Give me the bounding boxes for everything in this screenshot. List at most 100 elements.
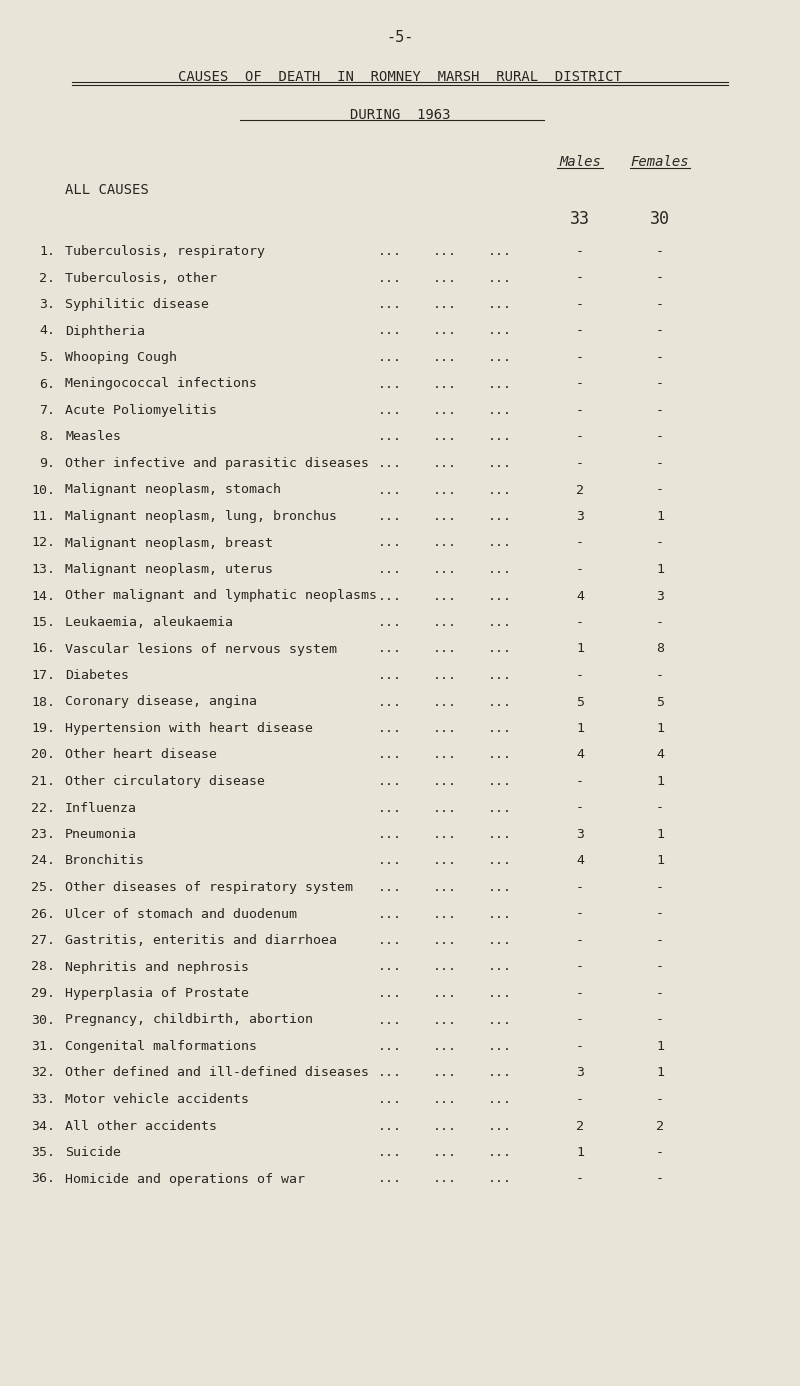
Text: ...: ...	[488, 563, 512, 577]
Text: ...: ...	[378, 801, 402, 815]
Text: ALL CAUSES: ALL CAUSES	[65, 183, 149, 197]
Text: ...: ...	[378, 1120, 402, 1132]
Text: 8.: 8.	[39, 431, 55, 444]
Text: -: -	[576, 457, 584, 470]
Text: ...: ...	[378, 696, 402, 708]
Text: 4: 4	[576, 748, 584, 761]
Text: 2.: 2.	[39, 272, 55, 284]
Text: ...: ...	[433, 457, 457, 470]
Text: Bronchitis: Bronchitis	[65, 855, 145, 868]
Text: -: -	[576, 1094, 584, 1106]
Text: Tuberculosis, respiratory: Tuberculosis, respiratory	[65, 245, 265, 258]
Text: 1: 1	[576, 722, 584, 735]
Text: -: -	[656, 351, 664, 365]
Text: ...: ...	[433, 827, 457, 841]
Text: Congenital malformations: Congenital malformations	[65, 1040, 257, 1053]
Text: 17.: 17.	[31, 669, 55, 682]
Text: ...: ...	[378, 1013, 402, 1027]
Text: ...: ...	[378, 934, 402, 947]
Text: ...: ...	[433, 403, 457, 417]
Text: ...: ...	[433, 696, 457, 708]
Text: 29.: 29.	[31, 987, 55, 1001]
Text: ...: ...	[488, 881, 512, 894]
Text: ...: ...	[488, 431, 512, 444]
Text: -: -	[576, 245, 584, 258]
Text: 4: 4	[576, 855, 584, 868]
Text: Females: Females	[630, 155, 690, 169]
Text: 20.: 20.	[31, 748, 55, 761]
Text: 3: 3	[576, 1066, 584, 1080]
Text: ...: ...	[433, 881, 457, 894]
Text: -: -	[576, 908, 584, 920]
Text: Diabetes: Diabetes	[65, 669, 129, 682]
Text: ...: ...	[433, 960, 457, 973]
Text: 1: 1	[656, 1066, 664, 1080]
Text: ...: ...	[433, 484, 457, 496]
Text: Homicide and operations of war: Homicide and operations of war	[65, 1173, 305, 1185]
Text: -: -	[656, 934, 664, 947]
Text: -: -	[656, 298, 664, 310]
Text: ...: ...	[378, 960, 402, 973]
Text: Vascular lesions of nervous system: Vascular lesions of nervous system	[65, 643, 337, 656]
Text: 30.: 30.	[31, 1013, 55, 1027]
Text: Coronary disease, angina: Coronary disease, angina	[65, 696, 257, 708]
Text: -: -	[576, 1013, 584, 1027]
Text: ...: ...	[378, 881, 402, 894]
Text: ...: ...	[433, 536, 457, 549]
Text: -: -	[576, 987, 584, 1001]
Text: -: -	[576, 960, 584, 973]
Text: ...: ...	[488, 1013, 512, 1027]
Text: 36.: 36.	[31, 1173, 55, 1185]
Text: 21.: 21.	[31, 775, 55, 789]
Text: ...: ...	[433, 855, 457, 868]
Text: ...: ...	[378, 1146, 402, 1159]
Text: -: -	[656, 960, 664, 973]
Text: -: -	[576, 801, 584, 815]
Text: 35.: 35.	[31, 1146, 55, 1159]
Text: ...: ...	[488, 696, 512, 708]
Text: ...: ...	[488, 245, 512, 258]
Text: 3.: 3.	[39, 298, 55, 310]
Text: 1: 1	[656, 775, 664, 789]
Text: ...: ...	[378, 1040, 402, 1053]
Text: 33.: 33.	[31, 1094, 55, 1106]
Text: 14.: 14.	[31, 589, 55, 603]
Text: Other diseases of respiratory system: Other diseases of respiratory system	[65, 881, 353, 894]
Text: 19.: 19.	[31, 722, 55, 735]
Text: Motor vehicle accidents: Motor vehicle accidents	[65, 1094, 249, 1106]
Text: 2: 2	[656, 1120, 664, 1132]
Text: 24.: 24.	[31, 855, 55, 868]
Text: 8: 8	[656, 643, 664, 656]
Text: ...: ...	[433, 1094, 457, 1106]
Text: 32.: 32.	[31, 1066, 55, 1080]
Text: ...: ...	[378, 615, 402, 629]
Text: ...: ...	[433, 351, 457, 365]
Text: ...: ...	[488, 1040, 512, 1053]
Text: 18.: 18.	[31, 696, 55, 708]
Text: ...: ...	[378, 457, 402, 470]
Text: ...: ...	[433, 1040, 457, 1053]
Text: 6.: 6.	[39, 377, 55, 391]
Text: ...: ...	[378, 775, 402, 789]
Text: -: -	[576, 934, 584, 947]
Text: 4: 4	[656, 748, 664, 761]
Text: Other circulatory disease: Other circulatory disease	[65, 775, 265, 789]
Text: 12.: 12.	[31, 536, 55, 549]
Text: ...: ...	[378, 827, 402, 841]
Text: ...: ...	[378, 855, 402, 868]
Text: ...: ...	[433, 643, 457, 656]
Text: 3: 3	[656, 589, 664, 603]
Text: Leukaemia, aleukaemia: Leukaemia, aleukaemia	[65, 615, 233, 629]
Text: ...: ...	[433, 908, 457, 920]
Text: 15.: 15.	[31, 615, 55, 629]
Text: ...: ...	[488, 934, 512, 947]
Text: -: -	[576, 431, 584, 444]
Text: 5.: 5.	[39, 351, 55, 365]
Text: ...: ...	[433, 934, 457, 947]
Text: -: -	[576, 324, 584, 338]
Text: ...: ...	[433, 669, 457, 682]
Text: 27.: 27.	[31, 934, 55, 947]
Text: 1: 1	[576, 1146, 584, 1159]
Text: Pregnancy, childbirth, abortion: Pregnancy, childbirth, abortion	[65, 1013, 313, 1027]
Text: 30: 30	[650, 211, 670, 229]
